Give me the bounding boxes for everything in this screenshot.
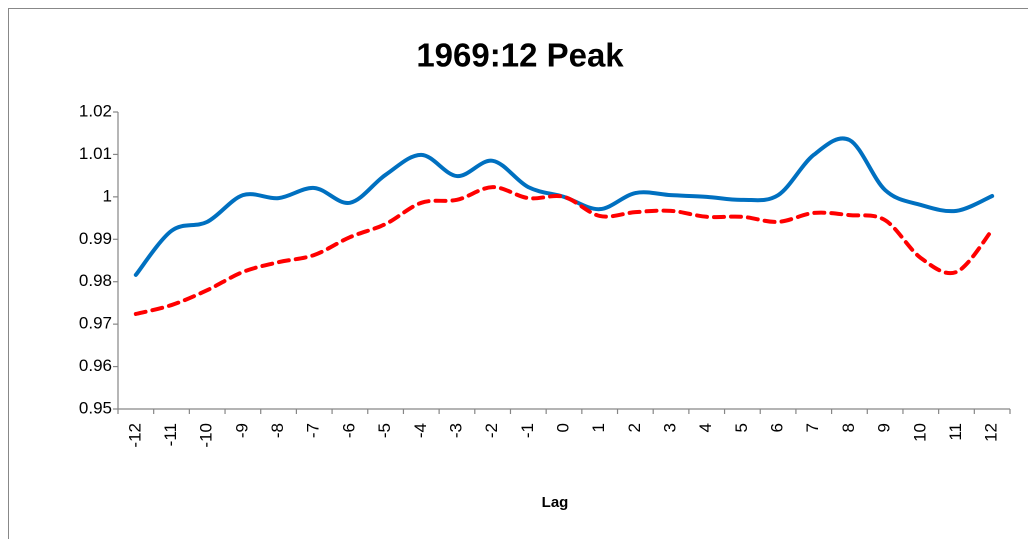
x-tick-label: 4 [696,423,715,432]
series-line [133,185,995,316]
x-tick-label: -4 [411,423,430,438]
x-axis-label: Lag [542,494,569,511]
series-line [133,136,995,277]
y-tick-label: 0.99 [79,229,112,248]
x-tick-label: 3 [661,423,680,432]
x-tick-label: 11 [946,423,965,441]
x-tick-label: -2 [482,423,501,438]
x-tick-label: 5 [732,423,751,432]
y-tick-label: 1.01 [79,144,112,163]
x-tick-label: -6 [339,423,358,438]
x-tick-label: 12 [982,423,1001,442]
x-tick-label: -12 [125,423,144,448]
x-tick-label: 8 [839,423,858,432]
x-tick-label: -7 [304,423,323,438]
y-tick-label: 1.02 [79,101,112,120]
x-tick-label: 9 [875,423,894,432]
x-tick-label: -10 [197,423,216,448]
x-tick-label: -3 [446,423,465,438]
x-tick-label: 7 [803,423,822,432]
x-tick-label: 6 [768,423,787,432]
x-tick-label: 10 [910,423,929,442]
x-tick-label: -8 [268,423,287,438]
y-tick-label: 0.98 [79,271,112,290]
x-tick-label: 0 [553,423,572,432]
x-tick-label: -1 [518,423,537,438]
y-tick-label: 0.97 [79,314,112,333]
x-tick-label: -9 [232,423,251,438]
x-tick-label: -5 [375,423,394,438]
y-tick-label: 0.95 [79,398,112,417]
x-tick-label: -11 [161,423,180,446]
y-tick-label: 1 [103,186,112,205]
y-tick-label: 0.96 [79,356,112,375]
x-tick-label: 1 [589,423,608,432]
chart-border [8,8,1028,539]
x-tick-label: 2 [625,423,644,432]
chart-title: 1969:12 Peak [416,37,624,74]
